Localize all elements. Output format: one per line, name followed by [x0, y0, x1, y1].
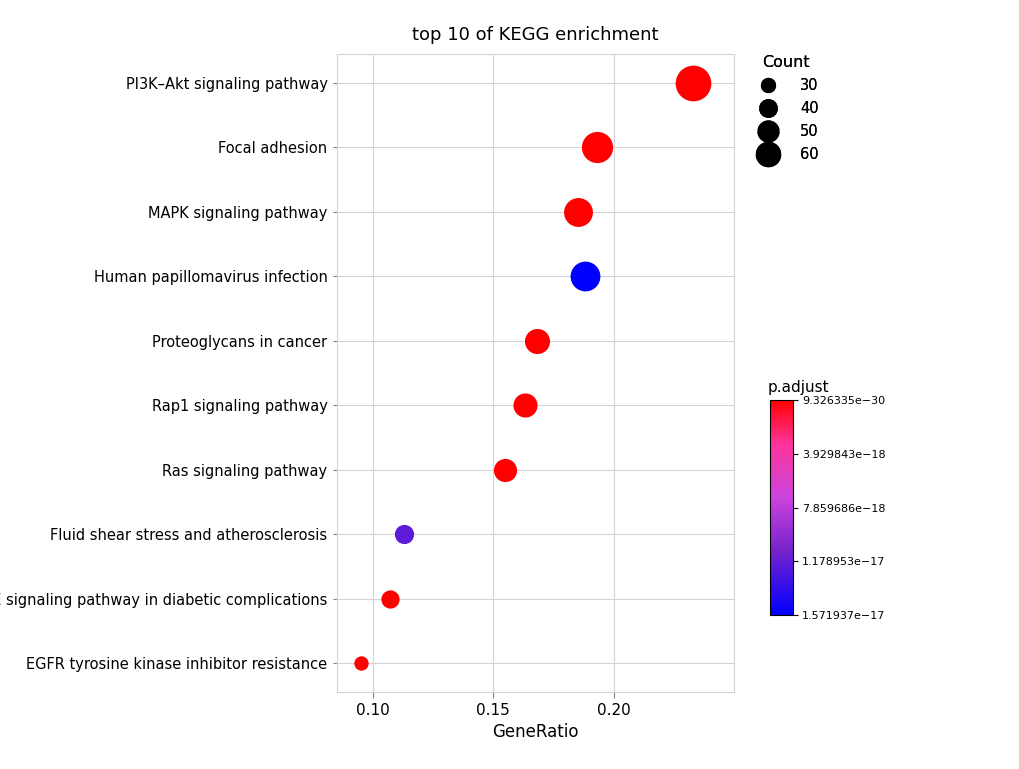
Title: top 10 of KEGG enrichment: top 10 of KEGG enrichment — [412, 26, 658, 44]
X-axis label: GeneRatio: GeneRatio — [492, 723, 578, 741]
Point — [395, 528, 412, 541]
Point — [381, 592, 397, 604]
Point — [588, 141, 604, 154]
Text: p.adjust: p.adjust — [767, 380, 828, 394]
Point — [516, 399, 532, 411]
Point — [496, 464, 513, 476]
Point — [576, 270, 592, 282]
Point — [685, 77, 701, 89]
Point — [528, 335, 544, 347]
Legend: 30, 40, 50, 60: 30, 40, 50, 60 — [753, 55, 818, 161]
Point — [569, 205, 585, 218]
Point — [353, 657, 369, 669]
